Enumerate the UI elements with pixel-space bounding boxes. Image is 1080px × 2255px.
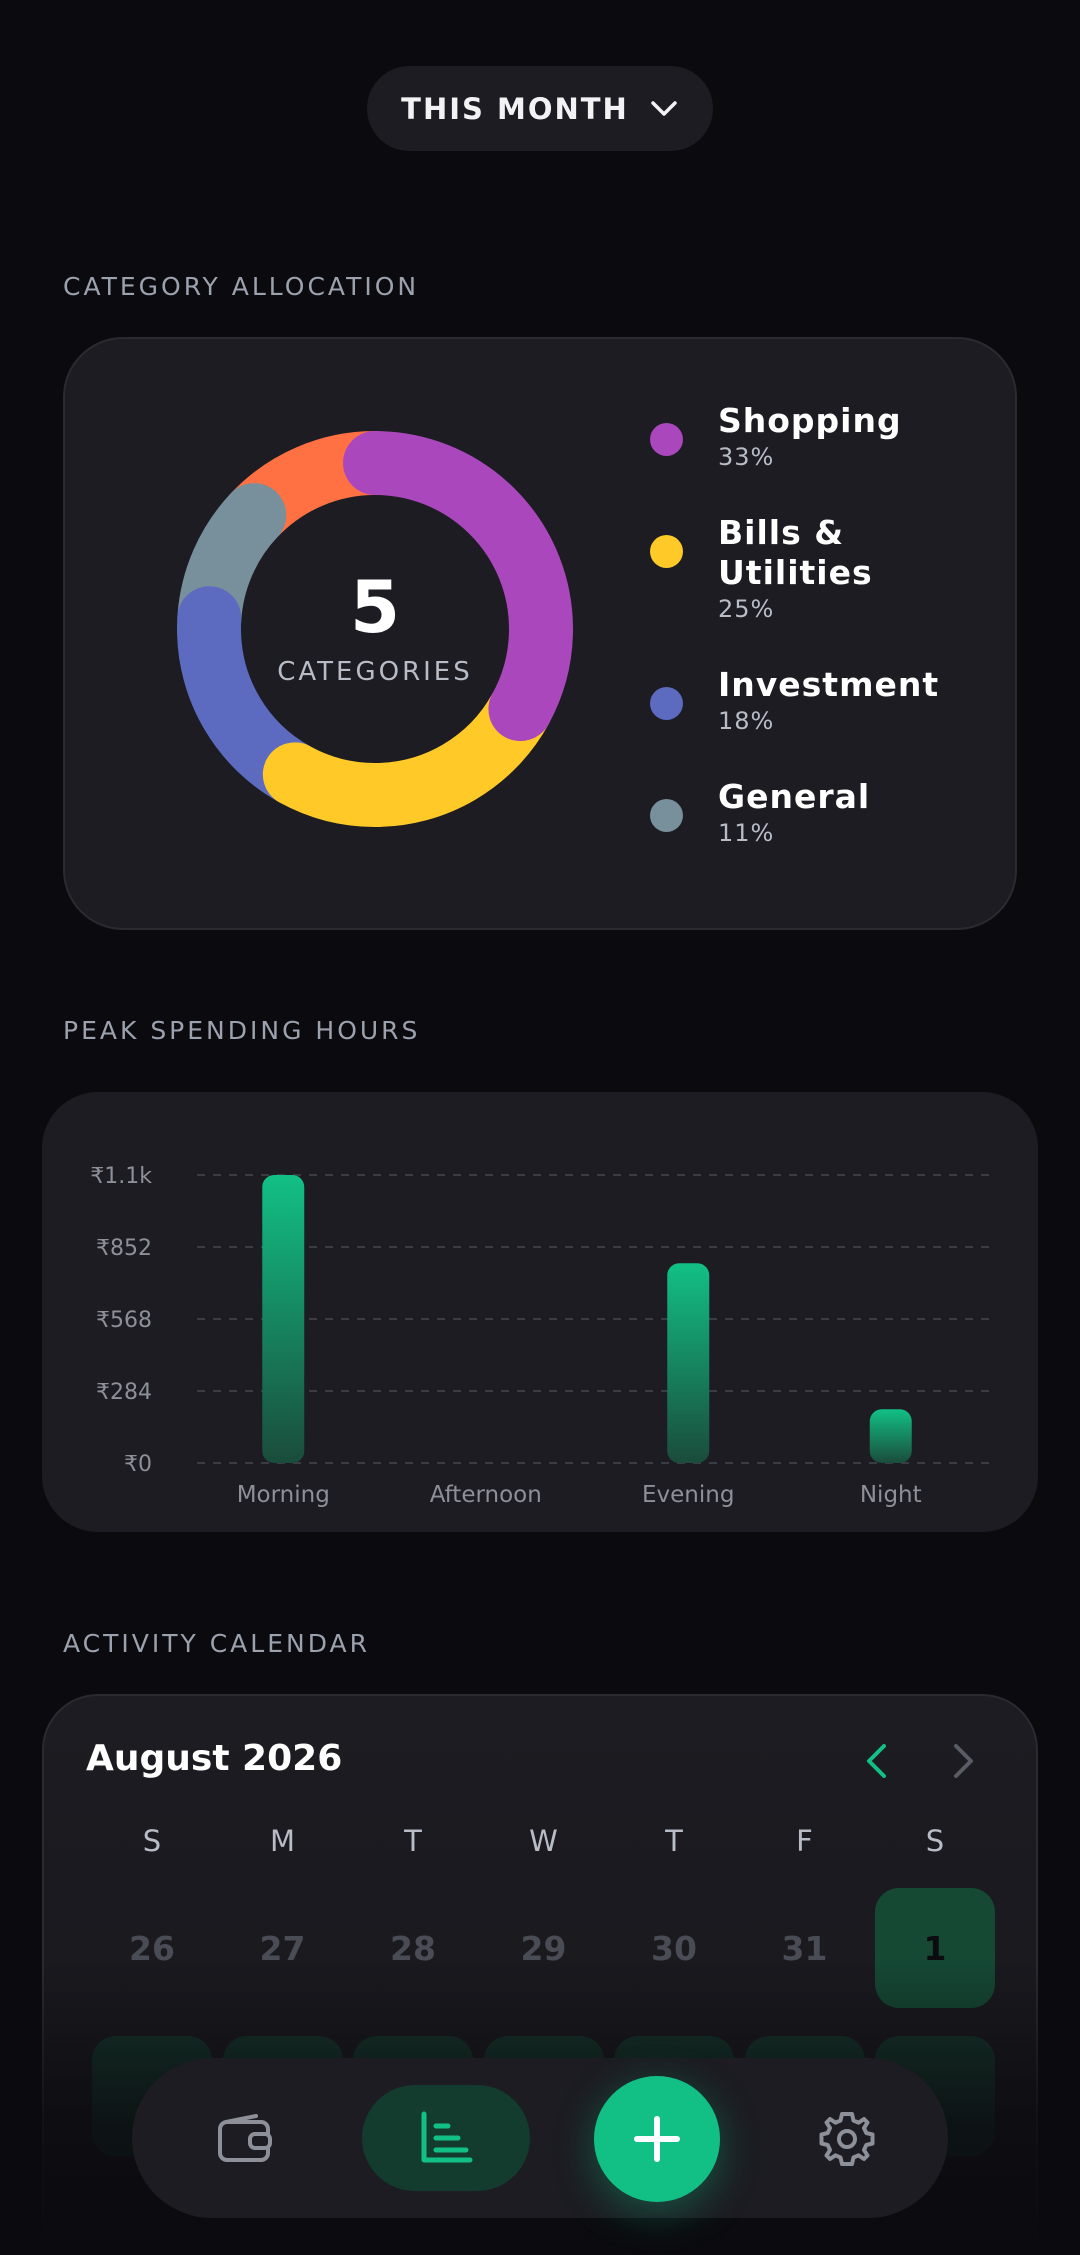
peak-card: ₹0 ₹284 ₹568 ₹852 ₹1.1k Morning Afternoon Eveni… — [42, 1092, 1038, 1532]
bar — [262, 1175, 305, 1463]
period-selector-label: THIS MONTH — [401, 91, 629, 126]
legend-item: Bills & Utilities 25% — [650, 513, 990, 623]
donut-slice — [177, 431, 573, 827]
y-tick-label: ₹1.1k — [90, 1164, 152, 1189]
chevron-right-icon[interactable] — [944, 1736, 984, 1786]
legend-item: Shopping 33% — [650, 401, 990, 471]
period-selector[interactable]: THIS MONTH — [367, 66, 713, 151]
y-tick-label: ₹284 — [96, 1380, 152, 1405]
legend-name: Shopping — [718, 401, 902, 440]
legend-item: General 11% — [650, 777, 990, 847]
section-label-peak: PEAK SPENDING HOURS — [63, 1016, 421, 1045]
legend-dot — [650, 799, 683, 832]
bottom-nav — [132, 2058, 948, 2218]
weekday-label: M — [269, 1824, 296, 1858]
legend-name: Investment — [718, 665, 940, 704]
section-label-calendar: ACTIVITY CALENDAR — [63, 1629, 370, 1658]
weekday-label: S — [925, 1824, 945, 1858]
add-transaction-button[interactable] — [594, 2076, 720, 2202]
donut-slice — [177, 431, 573, 827]
legend-dot — [650, 535, 683, 568]
x-tick-label: Afternoon — [430, 1482, 542, 1508]
weekday-label: F — [796, 1824, 813, 1858]
nav-stats-button[interactable] — [362, 2085, 530, 2191]
bar — [667, 1263, 710, 1463]
section-label-allocation: CATEGORY ALLOCATION — [63, 272, 420, 301]
weekday-label: T — [404, 1824, 422, 1858]
peak-bar-chart: ₹0 ₹284 ₹568 ₹852 ₹1.1k Morning Afternoon Eveni… — [90, 1164, 992, 1508]
allocation-legend: Shopping 33% Bills & Utilities 25% Investmen… — [650, 401, 990, 889]
donut-chart — [177, 431, 573, 827]
legend-pct: 18% — [718, 707, 775, 735]
chevron-left-icon[interactable] — [856, 1736, 896, 1786]
categories-label: CATEGORIES — [277, 657, 473, 687]
legend-dot — [650, 423, 683, 456]
x-tick-label: Evening — [642, 1482, 734, 1508]
weekday-label: T — [665, 1824, 683, 1858]
donut-slice — [177, 431, 573, 827]
x-tick-label: Night — [860, 1482, 922, 1508]
chevron-down-icon — [651, 100, 677, 116]
legend-name: Bills & Utilities — [718, 513, 873, 592]
chart-icon — [421, 2111, 473, 2163]
x-tick-label: Morning — [237, 1482, 330, 1508]
allocation-card: 5 CATEGORIES Shopping 33% Bills & Utilitie… — [63, 337, 1017, 930]
bar — [869, 1409, 912, 1463]
y-tick-label: ₹0 — [124, 1452, 152, 1477]
legend-pct: 11% — [718, 819, 775, 847]
y-tick-label: ₹568 — [96, 1308, 152, 1333]
calendar-month-title: August 2026 — [86, 1738, 343, 1779]
nav-settings-button[interactable] — [804, 2096, 890, 2182]
donut-center: 5 CATEGORIES — [155, 409, 595, 849]
legend-dot — [650, 687, 683, 720]
legend-pct: 25% — [718, 595, 775, 623]
legend-name: General — [718, 777, 871, 816]
categories-count: 5 — [349, 565, 401, 649]
legend-pct: 33% — [718, 443, 775, 471]
legend-item: Investment 18% — [650, 665, 990, 735]
weekday-label: W — [529, 1824, 558, 1858]
plus-icon — [634, 2116, 680, 2162]
weekday-label: S — [142, 1824, 162, 1858]
wallet-icon — [218, 2114, 272, 2162]
y-tick-label: ₹852 — [96, 1236, 152, 1261]
gear-icon — [819, 2112, 875, 2166]
nav-wallet-button[interactable] — [202, 2096, 288, 2182]
